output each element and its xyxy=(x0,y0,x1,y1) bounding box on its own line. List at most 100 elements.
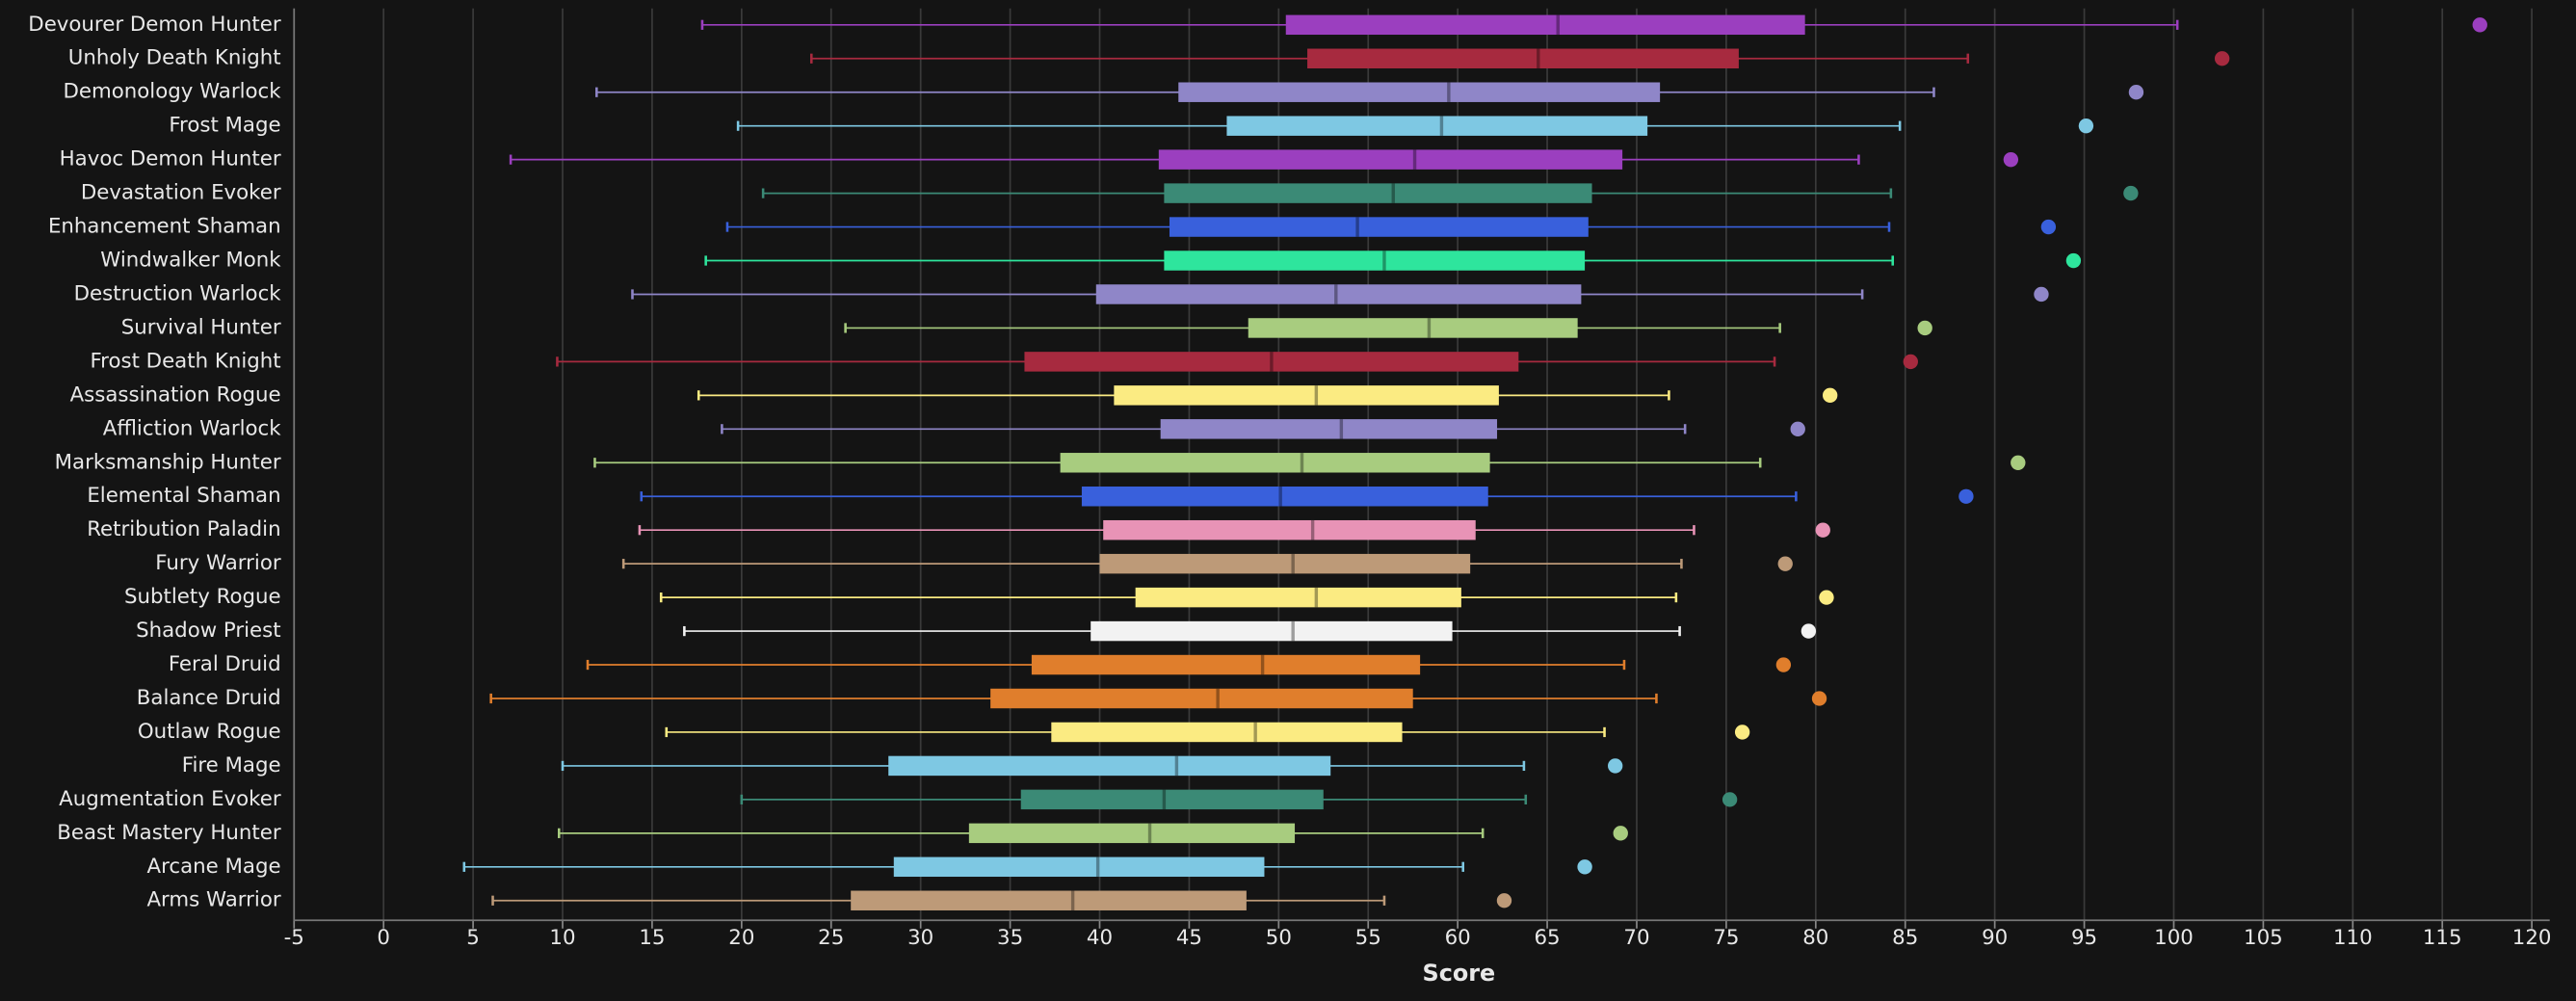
category-label: Devourer Demon Hunter xyxy=(28,13,281,37)
category-label: Destruction Warlock xyxy=(74,281,282,305)
box xyxy=(1051,722,1403,743)
x-tick-label: 15 xyxy=(639,926,665,950)
x-tick-label: 95 xyxy=(2071,926,2097,950)
box xyxy=(990,688,1413,709)
outlier xyxy=(1811,691,1827,706)
x-tick-label: 30 xyxy=(907,926,933,950)
category-label: Devastation Evoker xyxy=(81,181,281,205)
outlier xyxy=(1777,556,1793,571)
x-tick-label: 110 xyxy=(2333,926,2373,950)
box xyxy=(888,755,1331,777)
x-tick-label: -5 xyxy=(284,926,304,950)
x-tick-label: 25 xyxy=(818,926,844,950)
x-tick-label: 45 xyxy=(1176,926,1202,950)
category-label: Retribution Paladin xyxy=(87,517,280,541)
outlier xyxy=(2040,219,2057,235)
outlier xyxy=(2065,252,2082,269)
box xyxy=(1114,385,1499,406)
box xyxy=(1024,352,1519,372)
category-label: Outlaw Rogue xyxy=(138,720,281,744)
outlier xyxy=(2472,17,2487,33)
x-tick-label: 85 xyxy=(1892,926,1918,950)
x-tick-label: 70 xyxy=(1623,926,1649,950)
category-label: Frost Death Knight xyxy=(90,349,280,373)
outlier xyxy=(1917,320,1932,336)
outlier xyxy=(1722,792,1738,807)
category-label: Demonology Warlock xyxy=(63,80,281,104)
outlier xyxy=(2034,286,2049,303)
category-label: Unholy Death Knight xyxy=(68,46,281,70)
x-tick-label: 100 xyxy=(2154,926,2194,950)
box xyxy=(1160,419,1498,439)
x-tick-label: 60 xyxy=(1445,926,1471,950)
category-label: Augmentation Evoker xyxy=(59,787,281,811)
x-tick-label: 90 xyxy=(1982,926,2008,950)
outlier xyxy=(1734,724,1750,740)
outlier xyxy=(1790,421,1805,436)
box xyxy=(1164,250,1586,271)
category-label: Survival Hunter xyxy=(121,315,281,339)
x-tick-label: 75 xyxy=(1713,926,1739,950)
outlier xyxy=(1903,354,1918,370)
category-label: Marksmanship Hunter xyxy=(55,450,281,474)
outlier xyxy=(1823,387,1838,404)
box xyxy=(1248,318,1578,338)
box xyxy=(1031,654,1421,675)
outlier xyxy=(1801,623,1817,639)
x-tick-label: 20 xyxy=(728,926,754,950)
box xyxy=(1091,620,1453,642)
category-label: Frost Mage xyxy=(169,114,280,138)
box xyxy=(1103,519,1476,540)
category-label: Assassination Rogue xyxy=(70,382,281,407)
outlier xyxy=(1496,893,1512,909)
outlier xyxy=(1958,488,1974,504)
box xyxy=(1095,284,1582,304)
x-tick-label: 55 xyxy=(1355,926,1381,950)
x-tick-label: 40 xyxy=(1087,926,1113,950)
category-label: Balance Druid xyxy=(137,686,281,710)
category-label: Shadow Priest xyxy=(136,619,280,643)
category-label: Elemental Shaman xyxy=(87,484,280,508)
outlier xyxy=(1577,859,1592,875)
outlier xyxy=(1819,590,1834,605)
category-label: Enhancement Shaman xyxy=(48,215,281,239)
box xyxy=(1285,14,1805,36)
box xyxy=(1307,48,1739,68)
outlier xyxy=(2078,119,2094,134)
outlier xyxy=(1608,758,1623,774)
outlier xyxy=(2128,85,2144,100)
category-label: Windwalker Monk xyxy=(100,249,281,273)
x-tick-label: 0 xyxy=(377,926,390,950)
category-label: Fury Warrior xyxy=(155,551,281,575)
outlier xyxy=(2214,51,2230,66)
box xyxy=(1164,183,1592,203)
box xyxy=(851,890,1247,910)
outlier xyxy=(2011,455,2026,470)
x-axis-label: Score xyxy=(1423,960,1496,987)
outlier xyxy=(1815,522,1830,538)
box xyxy=(1158,149,1623,170)
box xyxy=(1060,453,1490,473)
box xyxy=(968,823,1296,844)
x-tick-label: 115 xyxy=(2423,926,2462,950)
box xyxy=(1169,217,1589,237)
box xyxy=(1020,789,1324,810)
category-label: Beast Mastery Hunter xyxy=(57,821,281,845)
box xyxy=(1178,82,1661,102)
category-label: Arms Warrior xyxy=(146,888,280,912)
outlier xyxy=(1613,826,1628,841)
x-tick-label: 35 xyxy=(997,926,1023,950)
x-tick-label: 10 xyxy=(549,926,575,950)
box xyxy=(1226,116,1648,136)
x-tick-label: 120 xyxy=(2512,926,2552,950)
category-label: Havoc Demon Hunter xyxy=(60,147,281,171)
outlier xyxy=(1775,657,1792,672)
x-tick-label: 65 xyxy=(1535,926,1561,950)
category-label: Fire Mage xyxy=(182,753,281,777)
category-label: Subtlety Rogue xyxy=(124,585,281,609)
x-tick-label: 80 xyxy=(1802,926,1828,950)
outlier xyxy=(2123,185,2139,201)
box xyxy=(893,856,1265,878)
x-tick-label: 105 xyxy=(2244,926,2283,950)
